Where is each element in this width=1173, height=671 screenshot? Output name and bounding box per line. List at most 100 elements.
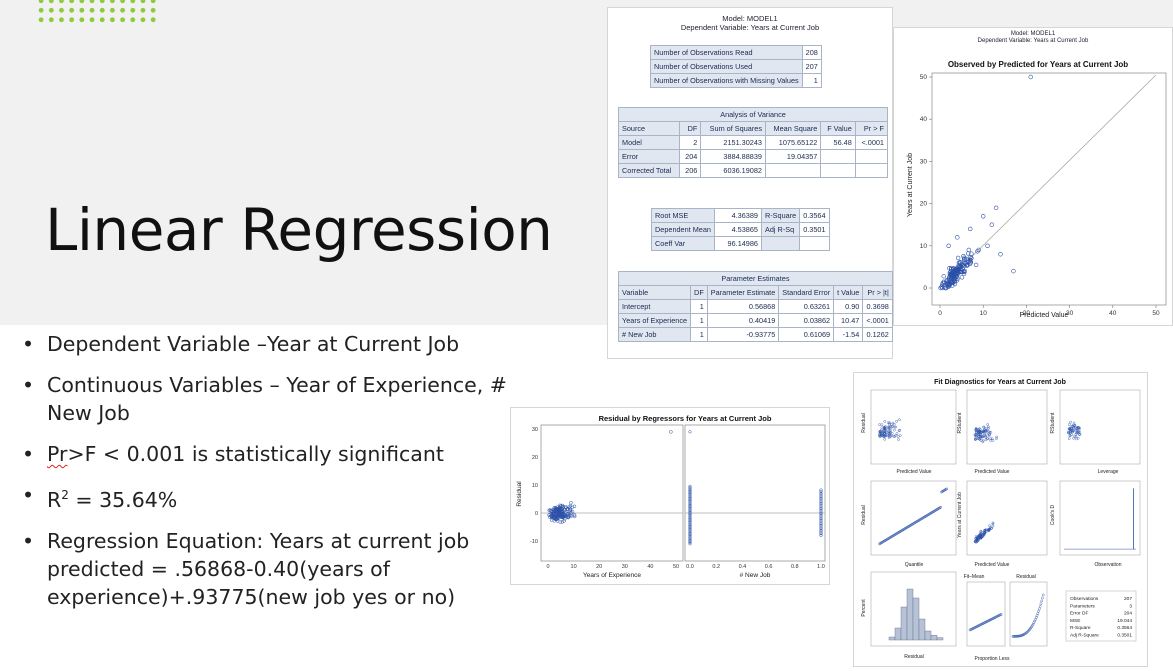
scatter-point	[966, 247, 972, 253]
fit-statistics-table: Root MSE 4.36389 R-Square 0.3564 Dependent …	[651, 208, 830, 251]
diag-point	[983, 430, 986, 434]
obs-pred-xtick: 20	[1023, 310, 1031, 317]
scatter-point	[951, 266, 956, 271]
diag-point	[893, 428, 896, 432]
diag-point	[883, 437, 887, 441]
diag-point	[1041, 596, 1044, 600]
scatter-point	[955, 270, 960, 275]
bullet-equation: • Regression Equation: Years at current j…	[22, 528, 470, 609]
diag-point	[880, 426, 884, 429]
svg-text:Leverage: Leverage	[1098, 469, 1119, 475]
residual-point	[819, 495, 823, 499]
histogram-bar	[906, 588, 914, 641]
diag-point	[945, 487, 949, 491]
diag-point	[979, 529, 983, 533]
diag-point	[884, 429, 888, 432]
fit-stat-value: 19.044	[1117, 618, 1132, 624]
residual-xtick: 0.8	[791, 564, 799, 570]
svg-text:Years at Current Job: Years at Current Job	[957, 492, 963, 538]
svg-text:Percent: Percent	[861, 599, 867, 617]
diag-point	[987, 528, 991, 532]
fit-stats-box: Observations 207 Parameters 3 Error DF 204 MSE…	[1065, 590, 1137, 642]
scatter-point	[975, 249, 980, 254]
diag-point	[1024, 631, 1028, 635]
residual-xtick: 0.0	[686, 564, 694, 570]
scatter-point	[950, 280, 956, 286]
observations-table: Number of Observations Read 208 Number of…	[650, 45, 822, 88]
residual-xtick: 0.4	[739, 564, 747, 570]
diag-point	[1031, 622, 1035, 626]
residual-point	[819, 490, 823, 494]
residual-point	[819, 510, 823, 514]
svg-text:Predicted Value: Predicted Value	[975, 469, 1010, 475]
diag-point	[1078, 433, 1082, 436]
fit-stat-label: R-Square	[1070, 625, 1091, 631]
svg-text:Residual: Residual	[861, 413, 867, 432]
scatter-point	[957, 260, 963, 265]
model-label: Model: MODEL1	[722, 14, 778, 23]
residual-point	[819, 515, 823, 519]
obs-pred-xtick: 50	[1152, 310, 1160, 317]
scatter-point	[941, 279, 946, 285]
diag-point	[1073, 434, 1076, 438]
residual-point	[819, 532, 823, 536]
fit-stat-value: 204	[1124, 611, 1132, 617]
model-label-2: Model: MODEL1	[1010, 31, 1056, 37]
diag-point	[897, 429, 901, 432]
diag-point	[981, 430, 985, 433]
diag-point	[898, 434, 902, 437]
residual-point	[819, 517, 823, 521]
diag-point	[1030, 625, 1033, 629]
residual-point	[688, 484, 692, 488]
residual-point	[819, 533, 823, 537]
residual-title: Residual by Regressors for Years at Curr…	[599, 414, 772, 423]
residual-chart: Residual by Regressors for Years at Curr…	[516, 414, 826, 579]
diag-point	[1067, 437, 1071, 440]
residual-point	[819, 520, 823, 524]
diag-point	[890, 432, 894, 435]
scatter-point	[941, 274, 946, 279]
diag-point	[979, 535, 982, 539]
diag-point	[1073, 425, 1077, 429]
residual-point	[559, 506, 563, 511]
fit-diag-title: Fit Diagnostics for Years at Current Job	[934, 379, 1066, 386]
diag-point	[985, 429, 989, 432]
diag-point	[882, 430, 885, 434]
diag-point	[885, 434, 889, 437]
residual-point	[819, 528, 823, 532]
residual-left-xlabel: Years of Experience	[583, 572, 641, 579]
scatter-point	[969, 251, 974, 256]
diag-point	[988, 524, 991, 528]
residual-point	[819, 513, 823, 517]
diag-point	[976, 536, 979, 539]
residual-point	[688, 486, 692, 490]
residual-right-xlabel: # New Job	[740, 572, 771, 579]
diag-point	[982, 425, 985, 429]
diag-point	[975, 437, 979, 440]
obs-pred-ytick: 30	[920, 158, 928, 165]
scatter-point	[951, 273, 957, 279]
scatter-point	[961, 271, 967, 277]
residual-point	[549, 508, 553, 513]
residual-ytick: 30	[532, 427, 538, 433]
bullet-significance: • Pr>F < 0.001 is statistically significa…	[22, 442, 444, 466]
scatter-point	[946, 276, 952, 281]
diag-point	[882, 432, 886, 435]
diag-point	[880, 423, 884, 427]
histogram-bar	[930, 635, 938, 641]
diag-point	[977, 433, 980, 437]
residual-point	[819, 488, 823, 492]
diag-subplot-frame	[870, 389, 957, 465]
fit-diag-labels: Predicted Value Predicted Value Leverage…	[861, 412, 1122, 662]
scatter-point	[955, 235, 960, 240]
diag-point	[974, 437, 977, 440]
diag-point	[988, 430, 992, 434]
diag-point	[892, 435, 896, 438]
histogram-bar	[894, 627, 902, 641]
diag-point	[1032, 621, 1036, 624]
diag-point	[1036, 612, 1040, 615]
fit-stat-value: 207	[1124, 596, 1132, 602]
residual-point	[569, 511, 574, 515]
fit-stat-value: 3	[1129, 603, 1132, 609]
diag-point	[895, 419, 898, 423]
